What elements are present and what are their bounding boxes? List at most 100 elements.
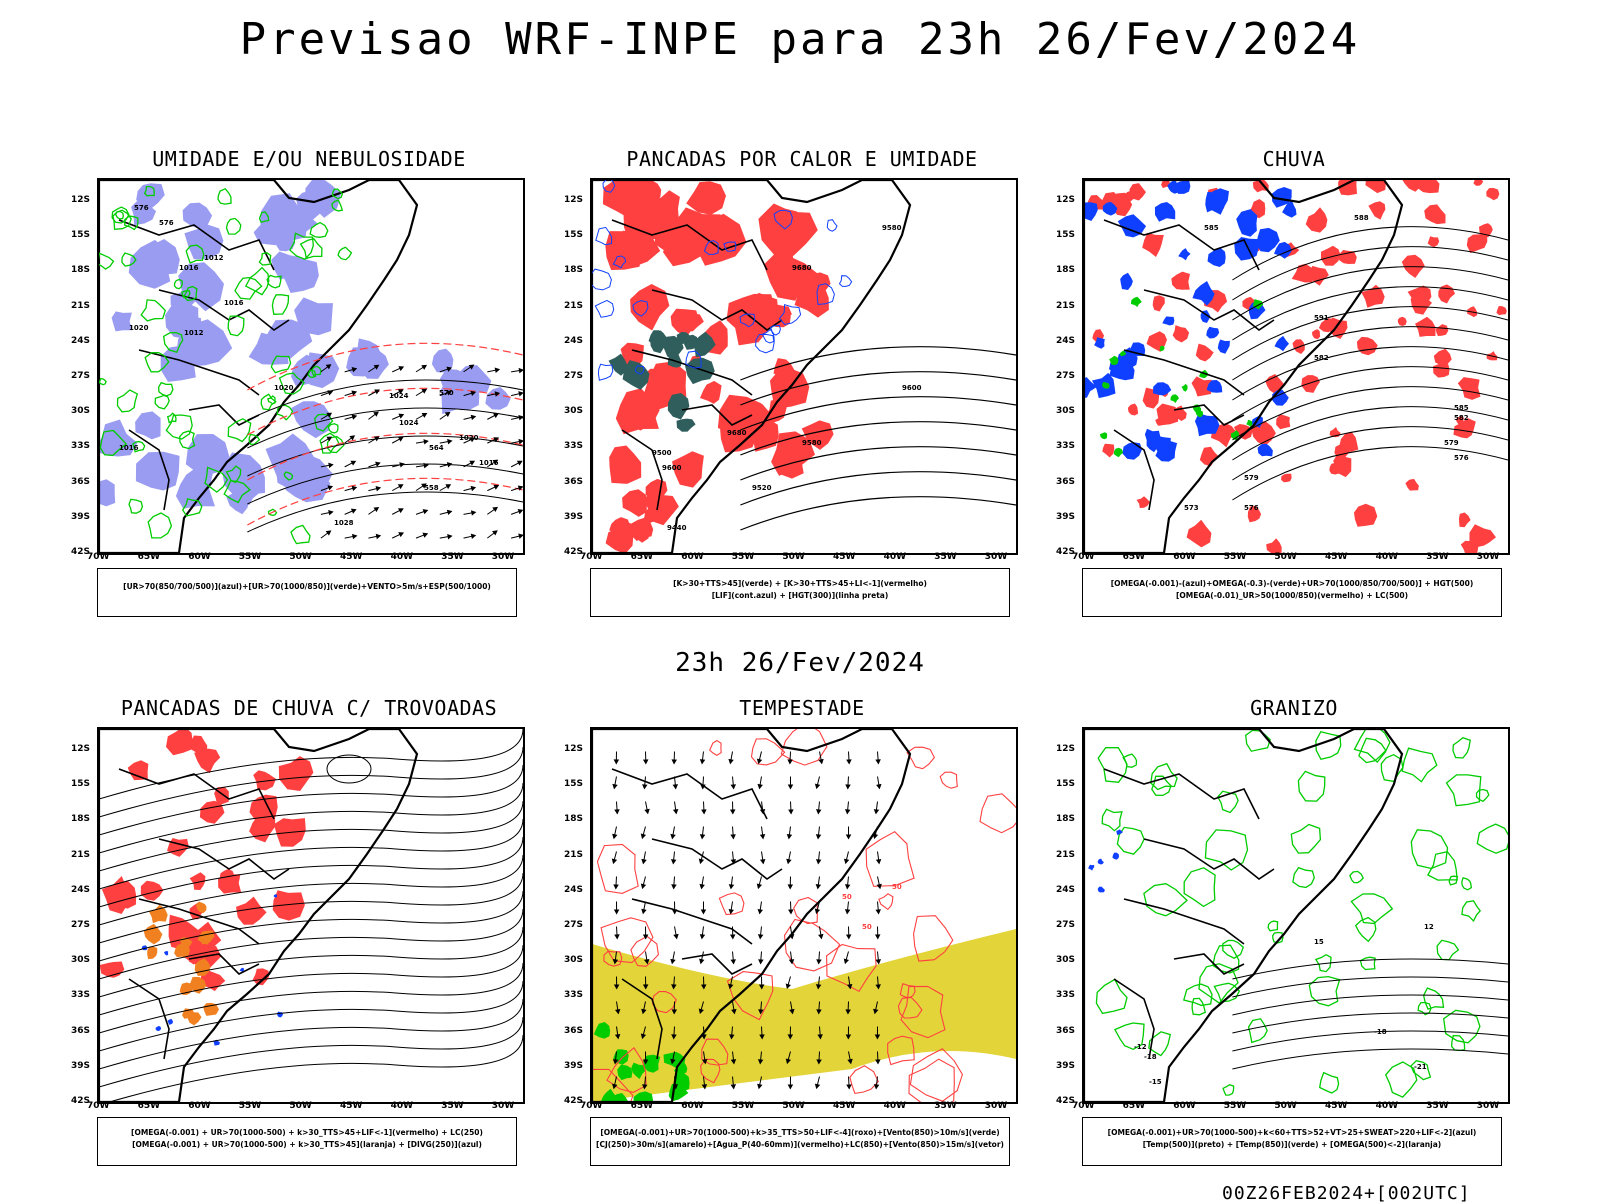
- lon-tick-label: 40W: [391, 1101, 413, 1111]
- green-contour: [228, 419, 250, 442]
- wind-vector-head: [353, 535, 357, 539]
- wind-vector-head: [645, 809, 649, 813]
- contour-line: [1232, 977, 1508, 997]
- wind-vector-head: [642, 909, 646, 913]
- lat-tick-label: 33S: [71, 441, 90, 451]
- lon-tick-label: 50W: [1274, 1101, 1296, 1111]
- panel-1-legend: [UR>70(850/700/500)](azul)+[UR>70(1000/8…: [97, 568, 517, 617]
- wind-vector-head: [788, 1085, 792, 1089]
- green-contour: [155, 395, 169, 409]
- wind-vector-head: [731, 935, 735, 939]
- field-blob: [1424, 204, 1445, 224]
- wind-vector-head: [672, 760, 676, 764]
- contour-label: 576: [1454, 454, 1469, 462]
- lon-tick-label: 30W: [492, 552, 514, 562]
- wind-vector-head: [376, 462, 380, 466]
- lon-tick-label: 50W: [782, 1101, 804, 1111]
- field-blob: [1122, 442, 1142, 459]
- wind-vector-head: [399, 533, 403, 536]
- wind-vector-head: [702, 810, 706, 814]
- temp850-contour: [1424, 988, 1444, 1009]
- contour-label: 591: [1314, 314, 1329, 322]
- field-blob: [135, 411, 161, 439]
- temp850-contour: [1462, 878, 1472, 890]
- temp850-contour: [1268, 921, 1278, 931]
- temp850-contour: [1351, 894, 1392, 924]
- lon-tick-label: 35W: [441, 552, 463, 562]
- field-blob: [1486, 188, 1499, 200]
- wind-vector-head: [757, 884, 761, 888]
- wind-vector-head: [471, 534, 475, 538]
- field-blob: [274, 894, 277, 897]
- wind-vector-head: [761, 835, 765, 839]
- contour-label: -15: [1149, 1078, 1162, 1086]
- coastline: [1084, 729, 1402, 1102]
- temp850-contour: [1447, 775, 1481, 806]
- wind-vector-head: [671, 959, 675, 963]
- wind-vector-head: [642, 859, 646, 863]
- contour-label: 1024: [399, 419, 419, 427]
- page-title: Previsao WRF-INPE para 23h 26/Fev/2024: [0, 14, 1600, 65]
- wind-vector-head: [787, 859, 791, 863]
- field-blob: [1236, 209, 1257, 237]
- wind-vector-head: [328, 391, 332, 395]
- field-blob: [167, 838, 189, 857]
- contour-label: 585: [1204, 224, 1219, 232]
- lat-tick-label: 15S: [1056, 779, 1075, 789]
- lon-tick-label: 45W: [340, 1101, 362, 1111]
- wind-vector-head: [375, 390, 379, 393]
- wind-vector-head: [729, 910, 733, 914]
- field-blob: [1171, 272, 1190, 290]
- temp850-contour: [1453, 738, 1470, 758]
- panel-4-legend: [OMEGA(-0.001) + UR>70(1000-500) + k>30_…: [97, 1117, 517, 1166]
- lon-tick-label: 70W: [580, 552, 602, 562]
- lon-tick-label: 60W: [188, 1101, 210, 1111]
- lif-contour: [592, 269, 611, 290]
- wind-vector-head: [786, 984, 790, 988]
- temp850-contour: [1098, 748, 1127, 783]
- field-blob: [1398, 317, 1407, 326]
- panel-3-legend-line-2: [OMEGA(-0.01)_UR>50(1000/850)(vermelho) …: [1083, 590, 1501, 602]
- contour-label: 9580: [802, 439, 822, 447]
- wind-vector-head: [495, 368, 499, 372]
- lat-tick-label: 39S: [71, 1061, 90, 1071]
- field-blob: [1459, 513, 1471, 528]
- field-blob: [1436, 324, 1449, 336]
- wind-vector-head: [700, 959, 704, 963]
- lon-tick-label: 45W: [1325, 552, 1347, 562]
- field-blob: [1434, 349, 1452, 367]
- wind-vector-head: [376, 535, 380, 539]
- wind-vector-head: [329, 511, 333, 515]
- wind-vector-head: [400, 463, 404, 467]
- contour-label: 9600: [902, 384, 922, 392]
- wind-vector-head: [351, 461, 355, 464]
- field-blob: [1098, 859, 1104, 865]
- panel-6-legend-line-1: [OMEGA(-0.001)+UR>70(1000-500)+k<60+TTS>…: [1083, 1127, 1501, 1139]
- field-blob: [1131, 297, 1142, 307]
- wind-vector-head: [613, 834, 617, 838]
- field-blob: [753, 418, 779, 452]
- wind-vector-head: [876, 935, 880, 939]
- contour-label: 9680: [727, 429, 747, 437]
- lat-tick-label: 21S: [71, 301, 90, 311]
- green-contour: [148, 513, 171, 538]
- contour-line: [1232, 1031, 1508, 1051]
- wind-vector-head: [846, 885, 850, 889]
- wind-vector-head: [399, 437, 403, 440]
- lon-tick-label: 50W: [1274, 552, 1296, 562]
- field-blob: [1438, 284, 1455, 303]
- contour-label: -18: [1144, 1053, 1157, 1061]
- lon-tick-label: 70W: [1072, 552, 1094, 562]
- green-contour: [328, 424, 338, 433]
- contour-label: 582: [1454, 414, 1469, 422]
- contour-label: 570: [439, 389, 454, 397]
- wind-vector-head: [519, 416, 523, 420]
- green-contour: [338, 247, 351, 259]
- wind-vector-head: [758, 759, 762, 763]
- lat-tick-label: 36S: [564, 1026, 583, 1036]
- lon-tick-label: 65W: [1123, 552, 1145, 562]
- wind-vector-head: [494, 414, 498, 417]
- lat-tick-label: 27S: [71, 371, 90, 381]
